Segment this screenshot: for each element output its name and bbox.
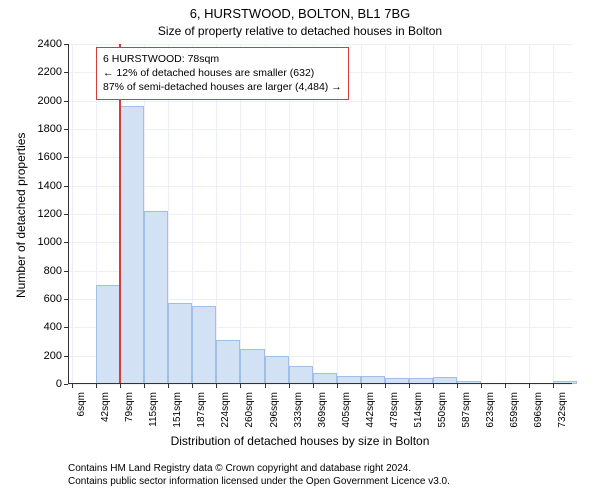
x-tick-label: 514sqm [413,392,424,428]
y-tick-mark [64,271,68,272]
gridline-v [457,44,458,384]
x-tick-mark [409,384,410,388]
x-tick-mark [337,384,338,388]
y-tick-label: 200 [26,350,62,362]
x-tick-mark [529,384,530,388]
y-tick-label: 800 [26,265,62,277]
gridline-v [433,44,434,384]
gridline-v [72,44,73,384]
x-tick-label: 115sqm [148,392,159,427]
x-tick-label: 587sqm [461,392,472,428]
x-tick-mark [361,384,362,388]
x-tick-label: 260sqm [244,392,255,428]
x-tick-label: 296sqm [269,392,280,428]
histogram-bar [168,303,192,384]
footer-line-1: Contains HM Land Registry data © Crown c… [68,462,450,475]
y-axis-line [68,44,69,384]
x-tick-mark [265,384,266,388]
annotation-box: 6 HURSTWOOD: 78sqm ← 12% of detached hou… [96,47,349,100]
x-tick-label: 151sqm [172,392,183,428]
gridline-v [481,44,482,384]
y-tick-mark [64,356,68,357]
y-tick-label: 1600 [26,151,62,163]
x-tick-label: 333sqm [293,392,304,428]
y-tick-mark [64,157,68,158]
histogram-bar [265,356,289,384]
y-tick-mark [64,327,68,328]
x-tick-label: 187sqm [196,392,207,428]
y-tick-label: 2200 [26,66,62,78]
x-tick-label: 369sqm [317,392,328,428]
chart-container: 6, HURSTWOOD, BOLTON, BL1 7BG Size of pr… [0,0,600,500]
histogram-bar [192,306,216,384]
y-tick-label: 1400 [26,180,62,192]
x-tick-label: 224sqm [220,392,231,428]
x-tick-mark [553,384,554,388]
y-tick-mark [64,299,68,300]
y-tick-label: 2400 [26,38,62,50]
y-tick-label: 1200 [26,208,62,220]
x-tick-label: 6sqm [76,392,87,416]
x-tick-mark [289,384,290,388]
x-tick-mark [385,384,386,388]
x-tick-mark [313,384,314,388]
x-tick-mark [240,384,241,388]
x-tick-label: 478sqm [389,392,400,428]
x-tick-mark [72,384,73,388]
x-axis-label: Distribution of detached houses by size … [0,434,600,448]
y-tick-label: 1800 [26,123,62,135]
x-tick-label: 623sqm [485,392,496,428]
gridline-v [529,44,530,384]
y-tick-label: 0 [26,378,62,390]
gridline-v [361,44,362,384]
histogram-bar [96,285,120,384]
histogram-bar [144,211,168,384]
x-tick-mark [96,384,97,388]
y-tick-mark [64,384,68,385]
x-tick-mark [505,384,506,388]
gridline-v [505,44,506,384]
x-tick-label: 696sqm [533,392,544,428]
y-tick-label: 1000 [26,236,62,248]
y-tick-mark [64,44,68,45]
x-tick-label: 659sqm [509,392,520,428]
y-tick-mark [64,186,68,187]
histogram-bar [216,340,240,384]
x-tick-mark [216,384,217,388]
x-tick-label: 550sqm [437,392,448,428]
footer-attribution: Contains HM Land Registry data © Crown c… [68,462,450,488]
x-tick-mark [457,384,458,388]
x-tick-mark [481,384,482,388]
x-tick-label: 42sqm [100,392,111,422]
gridline-v [409,44,410,384]
x-tick-label: 732sqm [557,392,568,428]
x-tick-mark [120,384,121,388]
histogram-bar [120,106,144,384]
x-tick-label: 79sqm [124,392,135,422]
y-tick-label: 2000 [26,95,62,107]
y-tick-label: 600 [26,293,62,305]
x-tick-mark [433,384,434,388]
chart-subtitle: Size of property relative to detached ho… [0,24,600,38]
y-tick-mark [64,101,68,102]
gridline-v [385,44,386,384]
annotation-line-1: 6 HURSTWOOD: 78sqm [103,52,342,66]
y-tick-label: 400 [26,321,62,333]
x-tick-mark [192,384,193,388]
gridline-v [553,44,554,384]
x-tick-mark [168,384,169,388]
annotation-line-3: 87% of semi-detached houses are larger (… [103,80,342,94]
y-tick-mark [64,72,68,73]
y-tick-mark [64,129,68,130]
footer-line-2: Contains public sector information licen… [68,475,450,488]
x-tick-mark [144,384,145,388]
x-tick-label: 442sqm [365,392,376,428]
x-tick-label: 405sqm [341,392,352,428]
chart-title: 6, HURSTWOOD, BOLTON, BL1 7BG [0,6,600,21]
histogram-bar [289,366,313,384]
y-tick-mark [64,242,68,243]
y-tick-mark [64,214,68,215]
annotation-line-2: ← 12% of detached houses are smaller (63… [103,66,342,80]
histogram-bar [240,349,264,384]
